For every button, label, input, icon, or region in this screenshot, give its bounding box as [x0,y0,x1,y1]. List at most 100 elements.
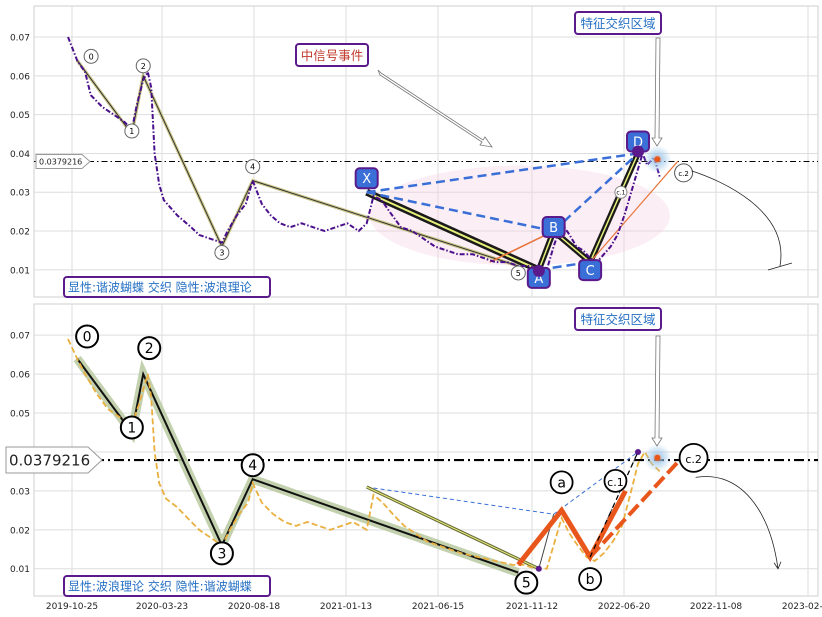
wave-label: 2 [145,341,154,357]
correction-label-circle [549,470,574,495]
x-tick-label: 2019-10-25 [46,602,98,612]
x-tick-label: 2021-06-15 [412,602,464,612]
signal-event-arrow [377,69,493,148]
wave-label: 0 [89,52,94,61]
projection-arrowhead [773,561,782,570]
y-tick-label: 0.07 [10,34,30,44]
correction-dashed-link [589,451,639,558]
x-tick-label: 2022-06-20 [598,602,651,612]
price-line [67,36,661,271]
x-tick-label: 2021-01-13 [320,602,372,612]
pivot-dot [632,145,644,158]
x-tick-label: 2023-02-15 [782,602,822,612]
wave-label-circle [245,159,261,175]
wave-label: 5 [516,269,521,278]
correction-label: b [586,572,595,588]
harmonic-point-badge [354,167,379,190]
feature-zone-arrow [651,335,663,447]
harmonic-point-badge [578,259,603,282]
harmonic-leg-xa-inner [366,486,540,570]
wave-label-circle [119,415,144,440]
correction-marker [614,185,628,199]
price-line [67,338,661,570]
correction-label: c.1 [607,476,624,489]
pattern-highlight-ellipse [370,165,670,266]
harmonic-dash-bd [552,152,639,232]
wave-label-circle [209,541,234,566]
feature-zone-label: 特征交织区域 [580,16,655,31]
harmonic-orange-leg [589,160,679,263]
harmonic-point-label: X [362,172,371,187]
feature-point [654,156,661,163]
projection-bar [767,262,793,271]
wave-label: 4 [250,163,255,172]
legend-text: 显性:谐波蝴蝶 交织 隐性:波浪理论 [68,280,252,295]
pivot-dot [532,264,545,277]
wave-label: 3 [217,546,226,562]
harmonic-leg-cd-inner [589,153,639,263]
x-tick-label: 2022-11-08 [690,602,743,612]
y-tick-label: 0.05 [10,111,30,121]
wave-label: 2 [141,62,146,71]
harmonic-point-label: D [633,135,643,150]
harmonic-dash-xb [366,191,554,233]
bottom-panel: 0.010.020.030.040.050.060.072019-10-2520… [5,303,822,612]
y-tick-label: 0.03 [10,487,30,497]
wave-line [76,60,519,267]
wave-label-circle [83,48,99,64]
y-tick-label: 0.07 [10,332,30,342]
wave-label-circle [75,324,100,349]
wave-label-circle [240,453,265,478]
correction-marker-label: c.2 [678,170,689,178]
feature-zone-box [574,307,662,331]
wave-label: 1 [127,420,136,436]
y-tick-label: 0.04 [10,150,30,160]
legend-box [63,575,271,597]
reference-label-box [35,154,91,170]
correction-marker [674,163,694,183]
correction-marker-label: c.1 [616,190,625,197]
reference-label-box [5,446,103,474]
wave-label: 4 [248,458,257,474]
harmonic-dash-xb [366,486,554,515]
pivot-dot [635,448,641,455]
legend-text: 显性:波浪理论 交织 隐性:谐波蝴蝶 [68,579,252,594]
legend-box [63,276,271,298]
harmonic-dash-bd [553,451,639,515]
x-tick-label: 2020-03-23 [136,602,188,612]
harmonic-point-label: B [549,221,558,236]
wave-label-circle [124,123,140,139]
correction-label: c.2 [685,453,702,466]
correction-line [516,489,628,567]
x-tick-label: 2021-11-12 [506,602,558,612]
signal-event-box [295,43,369,67]
wave-label-circle [137,336,162,361]
harmonic-point-label: C [586,264,595,279]
feature-zone-box [574,11,662,35]
reference-label: 0.0379216 [39,157,82,166]
harmonic-point-badge [541,216,566,239]
correction-label-circle [603,468,628,493]
y-tick-label: 0.06 [10,371,30,381]
y-tick-label: 0.06 [10,72,30,82]
correction-projection [588,454,686,559]
correction-label: a [557,475,566,491]
y-tick-label: 0.02 [10,526,30,536]
correction-label-circle [678,442,709,473]
wave-label-circle [214,245,230,261]
harmonic-leg-xa-inner [366,191,540,271]
y-tick-label: 0.05 [10,410,30,420]
wave-label: 5 [522,576,531,592]
y-tick-label: 0.02 [10,228,30,238]
correction-label-circle [578,567,603,591]
wave-label: 1 [129,127,134,136]
wave-label-circle [514,570,539,595]
top-panel: 0.01 0.02 0.03 0.04 0.05 0.06 0.07 0 1 2 3 4 5 X A B C Dc… [10,5,819,298]
projection-curve [695,476,779,569]
feature-zone-arrow [651,37,663,147]
signal-event-label: 中信号事件 [301,48,364,63]
wave-label: 0 [83,330,92,346]
feature-zone-label: 特征交织区域 [580,312,655,327]
harmonic-point-label: A [534,272,543,287]
